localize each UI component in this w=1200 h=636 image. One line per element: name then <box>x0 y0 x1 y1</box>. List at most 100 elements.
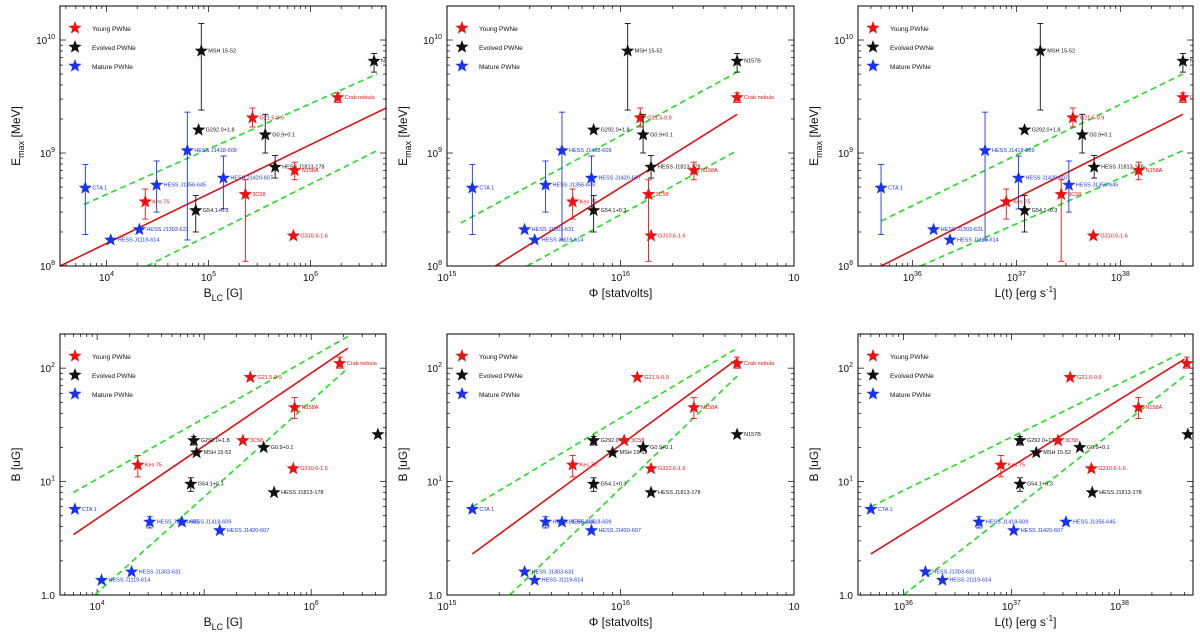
data-point-g292-0-1-8: G292.0+1.8 <box>586 122 630 136</box>
legend-label: Evolved PWNe <box>479 45 523 52</box>
star-marker <box>333 356 347 370</box>
data-point-3c58: 3C58 <box>238 179 266 262</box>
star-marker <box>1017 203 1032 217</box>
point-label: HESS J1303-631 <box>146 227 189 233</box>
point-label: G54.1+0.3 <box>1027 482 1053 488</box>
point-label: MSH 15-52 <box>208 48 236 54</box>
data-point-cta-1: CTA 1 <box>465 502 494 515</box>
chart-panel-bottom-left: Crab nebula G21.5-0.9 N158A N157B G292.0+1.8… <box>9 333 387 632</box>
data-point-msh-15-52: MSH 15-52 <box>189 445 231 459</box>
star-marker <box>644 228 658 242</box>
point-label: N158A <box>1145 405 1162 411</box>
data-point-g0-9-0-1: G0.9+0.1 <box>1073 440 1110 454</box>
data-point-hess-j1418-609: HESS J1418-609 <box>978 111 1035 241</box>
star-marker <box>143 515 157 528</box>
data-point-g54-1-0-3: G54.1+0.3 <box>1013 477 1053 492</box>
star-marker <box>286 461 300 475</box>
legend-label: Mature PWNe <box>479 392 520 399</box>
data-point-hess-j1303-631: HESS J1303-631 <box>926 222 983 236</box>
legend-star-icon <box>866 387 880 400</box>
star-marker <box>730 356 744 370</box>
data-point-hess-j1420-607: HESS J1420-607 <box>1007 523 1063 537</box>
legend: Young PWNe Evolved PWNe Mature PWNe <box>68 21 136 72</box>
point-label: G21.5-0.9 <box>1080 115 1104 121</box>
star-marker <box>1085 485 1099 499</box>
data-point-g21-5-0-9: G21.5-0.9 <box>633 107 672 128</box>
legend: Young PWNe Evolved PWNe Mature PWNe <box>68 349 136 400</box>
point-label: Kes 75 <box>1008 462 1025 468</box>
x-axis-label: L(t) [erg s-1] <box>995 614 1057 629</box>
data-point-cta-1: CTA 1 <box>874 164 903 235</box>
upper-band-line <box>870 350 1185 508</box>
data-point-crab-nebula: Crab nebula <box>1176 90 1193 104</box>
data-point-hess-j1418-609: HESS J1418-609 <box>555 515 611 528</box>
point-label: HESS J1356-645 <box>1076 183 1119 189</box>
data-point-hess-j1418-609: HESS J1418-609 <box>555 111 611 241</box>
data-point-hess-j1303-631: HESS J1303-631 <box>918 564 975 578</box>
star-marker <box>1176 90 1190 104</box>
upper-band-line <box>880 73 1184 222</box>
x-tick-label: 1016 <box>611 271 630 284</box>
point-label: HESS J1119-614 <box>542 237 584 243</box>
data-point-hess-j1119-614: HESS J1119-614 <box>104 232 159 246</box>
star-marker <box>331 90 345 104</box>
data-point-g54-1-0-3: G54.1+0.3 <box>189 195 229 233</box>
plot-frame <box>59 5 387 267</box>
y-tick-label: 1.0 <box>839 591 853 602</box>
star-marker <box>994 458 1008 471</box>
fit-line <box>471 358 738 555</box>
star-marker <box>1073 440 1087 454</box>
y-axis-label: B [uG] <box>396 447 410 481</box>
data-point-cta-1: CTA 1 <box>465 164 494 235</box>
fit-lines <box>870 350 1185 595</box>
point-label: HESS J1356-645 <box>157 520 200 526</box>
data-point-hess-j1303-631: HESS J1303-631 <box>517 222 574 236</box>
star-marker <box>149 178 164 191</box>
y-axis-label: Emax [MeV] <box>9 106 26 166</box>
lower-band-line <box>146 149 378 266</box>
data-point-crab-nebula: Crab nebula <box>730 90 775 104</box>
point-label: HESS J1418-609 <box>189 520 232 526</box>
star-marker <box>1086 228 1100 242</box>
data-point-3c58: 3C58 <box>1054 179 1081 262</box>
star-marker <box>1054 187 1068 201</box>
y-tick-label: 109 <box>427 147 442 160</box>
data-point-hess-j1356-645: HESS J1356-645 <box>1059 515 1115 528</box>
chart-panel-bottom-middle: Crab nebula G21.5-0.9 N158A N157B G292.0+1.8… <box>396 333 800 629</box>
lower-band-line <box>509 375 738 595</box>
y-tick-label: 108 <box>427 260 442 273</box>
star-marker <box>617 433 631 447</box>
upper-band-line <box>460 71 738 224</box>
star-marker <box>194 43 208 57</box>
star-marker <box>978 143 992 157</box>
data-point-crab-nebula: Crab nebula <box>333 356 378 370</box>
x-tick-label: 1015 <box>438 271 457 284</box>
point-label: HESS J1420-607 <box>1026 176 1069 182</box>
point-label: CTA 1 <box>82 507 97 513</box>
star-marker <box>730 90 744 104</box>
data-point-g0-9-0-1: G0.9+0.1 <box>1075 113 1112 154</box>
star-marker <box>586 433 601 447</box>
star-marker <box>138 194 152 208</box>
plot-frame <box>59 333 387 596</box>
point-label: HESS J1813-178 <box>658 490 701 496</box>
data-point-hess-j1420-607: HESS J1420-607 <box>216 155 273 210</box>
data-point-hess-j1418-609: HESS J1418-609 <box>180 111 237 241</box>
data-point-hess-j1303-631: HESS J1303-631 <box>124 564 181 578</box>
point-label: G310.6-1.6 <box>300 466 328 472</box>
point-label: HESS J1356-645 <box>553 183 596 189</box>
point-label: G54.1+0.3 <box>203 208 229 214</box>
point-label: Crab nebula <box>345 95 376 101</box>
y-tick-label: 102 <box>40 362 55 375</box>
point-label: N157B <box>1195 432 1200 438</box>
data-point-g0-9-0-1: G0.9+0.1 <box>257 440 293 454</box>
point-label: CTA 1 <box>878 507 893 513</box>
data-point-n158a: N158A <box>687 397 718 419</box>
point-label: G54.1+0.3 <box>1032 208 1058 214</box>
point-label: G310.6-1.6 <box>658 233 686 239</box>
star-marker <box>1087 160 1101 173</box>
star-marker <box>864 502 878 515</box>
star-marker <box>1029 445 1043 459</box>
data-point-msh-15-52: MSH 15-52 <box>1029 445 1071 459</box>
legend-star-icon <box>455 349 469 362</box>
